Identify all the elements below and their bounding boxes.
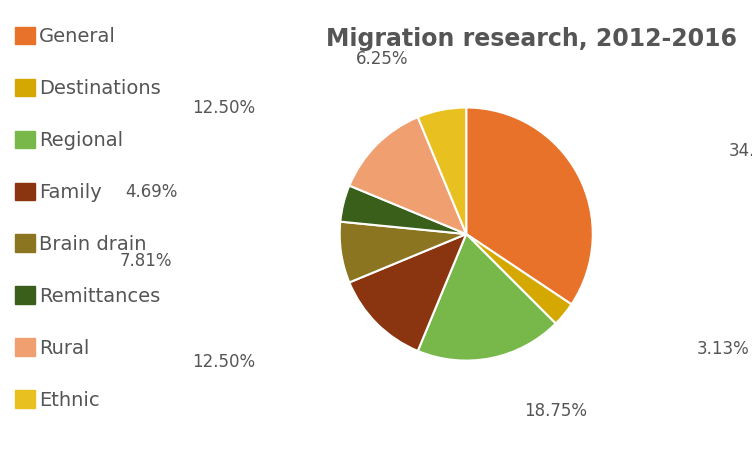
Text: General: General <box>39 27 117 46</box>
Text: Ethnic: Ethnic <box>39 390 100 409</box>
Text: Regional: Regional <box>39 130 123 149</box>
Wedge shape <box>418 108 466 235</box>
Bar <box>15 131 35 148</box>
Text: 3.13%: 3.13% <box>696 339 749 357</box>
Text: Family: Family <box>39 182 102 201</box>
Wedge shape <box>466 108 593 305</box>
Text: 18.75%: 18.75% <box>524 401 587 419</box>
Text: 7.81%: 7.81% <box>119 252 171 270</box>
Bar <box>15 79 35 97</box>
Text: Rural: Rural <box>39 338 89 357</box>
Wedge shape <box>340 222 466 283</box>
Bar <box>15 235 35 252</box>
Wedge shape <box>466 235 572 324</box>
Text: 34.38%: 34.38% <box>729 141 752 159</box>
Wedge shape <box>350 118 466 235</box>
Bar <box>15 28 35 45</box>
Text: 12.50%: 12.50% <box>193 99 256 117</box>
Bar <box>15 339 35 356</box>
Bar <box>15 287 35 304</box>
Text: 6.25%: 6.25% <box>356 51 408 69</box>
Bar <box>15 391 35 408</box>
Wedge shape <box>418 235 556 361</box>
Wedge shape <box>350 235 466 351</box>
Text: 12.50%: 12.50% <box>193 352 256 370</box>
Text: Destinations: Destinations <box>39 78 161 97</box>
Wedge shape <box>341 186 466 235</box>
Text: Migration research, 2012-2016: Migration research, 2012-2016 <box>326 27 737 51</box>
Text: 4.69%: 4.69% <box>125 182 177 200</box>
Bar <box>15 183 35 200</box>
Text: Remittances: Remittances <box>39 286 161 305</box>
Text: Brain drain: Brain drain <box>39 234 147 253</box>
